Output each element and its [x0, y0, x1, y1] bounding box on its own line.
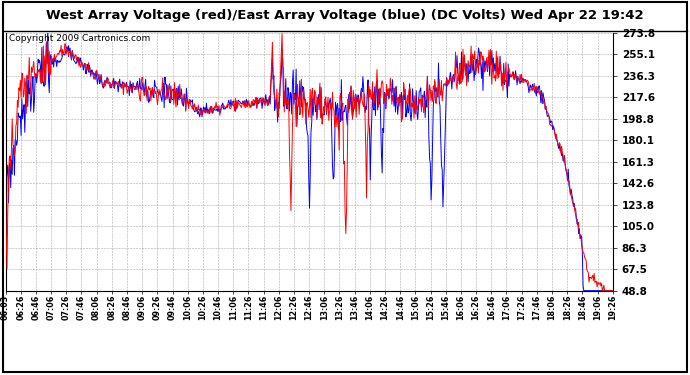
- Text: Copyright 2009 Cartronics.com: Copyright 2009 Cartronics.com: [8, 34, 150, 43]
- Text: West Array Voltage (red)/East Array Voltage (blue) (DC Volts) Wed Apr 22 19:42: West Array Voltage (red)/East Array Volt…: [46, 9, 644, 22]
